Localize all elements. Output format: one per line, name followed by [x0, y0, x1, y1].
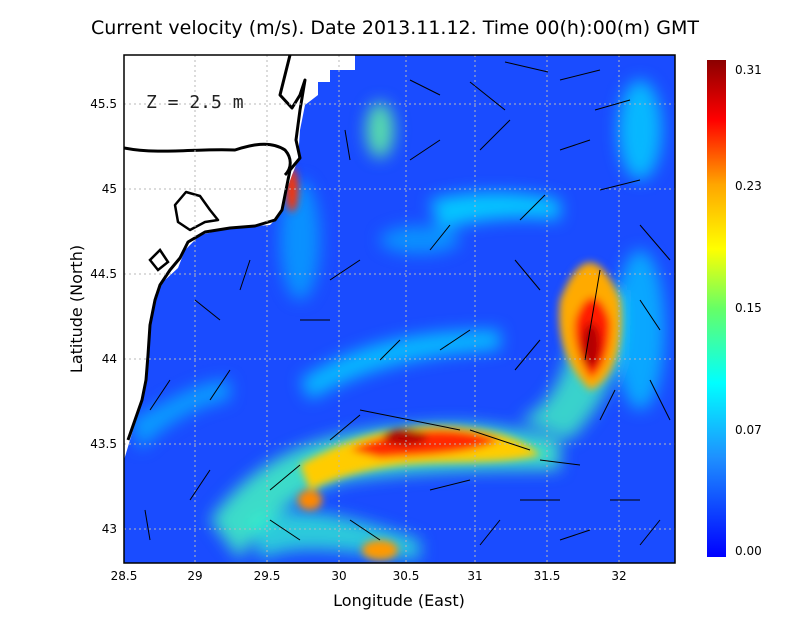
x-tick-label: 29.5 — [254, 569, 281, 583]
land-mask — [124, 55, 355, 460]
y-axis-label: Latitude (North) — [67, 245, 86, 373]
velocity-field — [130, 80, 665, 560]
colorbar-tick: 0.23 — [735, 179, 762, 193]
colorbar-tick: 0.31 — [735, 63, 762, 77]
plot-frame — [123, 54, 676, 564]
chart-title: Current velocity (m/s). Date 2013.11.12.… — [91, 17, 699, 39]
x-tick-label: 29 — [187, 569, 202, 583]
x-tick-label: 32 — [611, 569, 626, 583]
y-tick-labels: 45.5 45 44.5 44 43.5 43 — [90, 97, 117, 536]
coastline — [126, 55, 307, 441]
y-tick-label: 43.5 — [90, 437, 117, 451]
depth-label: Z = 2.5 m — [146, 92, 244, 113]
plot-area — [124, 55, 675, 563]
lake-outline — [148, 248, 170, 272]
colorbar-tick: 0.00 — [735, 544, 762, 558]
colorbar-tick: 0.15 — [735, 301, 762, 315]
current-vectors — [144, 61, 671, 546]
coastline-inlet — [124, 142, 292, 177]
y-tick-label: 44.5 — [90, 267, 117, 281]
colorbar-tick: 0.07 — [735, 423, 762, 437]
grid-lines — [124, 55, 675, 563]
x-tick-label: 30 — [331, 569, 346, 583]
y-tick-label: 45 — [102, 182, 117, 196]
x-tick-label: 31.5 — [534, 569, 561, 583]
y-tick-label: 43 — [102, 522, 117, 536]
x-tick-label: 28.5 — [111, 569, 138, 583]
x-tick-labels: 28.5 29 29.5 30 30.5 31 31.5 32 — [111, 569, 627, 583]
colorbar-ramp — [707, 60, 726, 557]
x-tick-label: 31 — [467, 569, 482, 583]
x-axis-label: Longitude (East) — [333, 591, 465, 610]
y-tick-label: 44 — [102, 352, 117, 366]
danube-delta — [173, 190, 220, 232]
colorbar: 0.31 0.23 0.15 0.07 0.00 — [707, 60, 762, 558]
x-tick-label: 30.5 — [393, 569, 420, 583]
y-tick-label: 45.5 — [90, 97, 117, 111]
